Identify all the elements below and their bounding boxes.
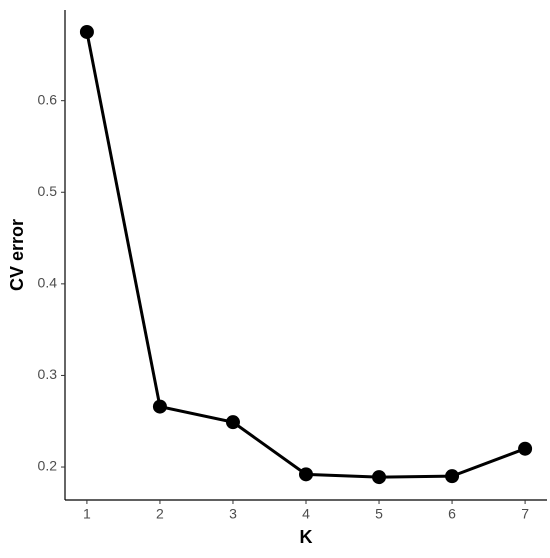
x-tick-label: 4 <box>302 506 310 522</box>
y-tick-label: 0.4 <box>38 275 58 291</box>
x-tick-label: 1 <box>83 506 91 522</box>
x-tick-label: 7 <box>521 506 529 522</box>
y-tick-label: 0.6 <box>38 91 58 107</box>
point <box>299 467 313 482</box>
point <box>445 469 460 484</box>
x-axis-title: K <box>300 527 313 547</box>
x-tick-label: 5 <box>375 506 383 522</box>
y-axis-title: CV error <box>7 219 27 291</box>
point <box>225 415 240 430</box>
line <box>85 31 526 479</box>
x-tick-label: 3 <box>229 506 237 522</box>
point <box>372 470 387 485</box>
y-tick-label: 0.3 <box>38 366 58 382</box>
point <box>79 24 94 39</box>
x-tick-label: 2 <box>156 506 164 522</box>
point <box>152 399 167 414</box>
y-tick-label: 0.5 <box>38 183 58 199</box>
y-tick-label: 0.2 <box>38 458 58 474</box>
x-tick-label: 6 <box>448 506 456 522</box>
point <box>518 441 533 456</box>
